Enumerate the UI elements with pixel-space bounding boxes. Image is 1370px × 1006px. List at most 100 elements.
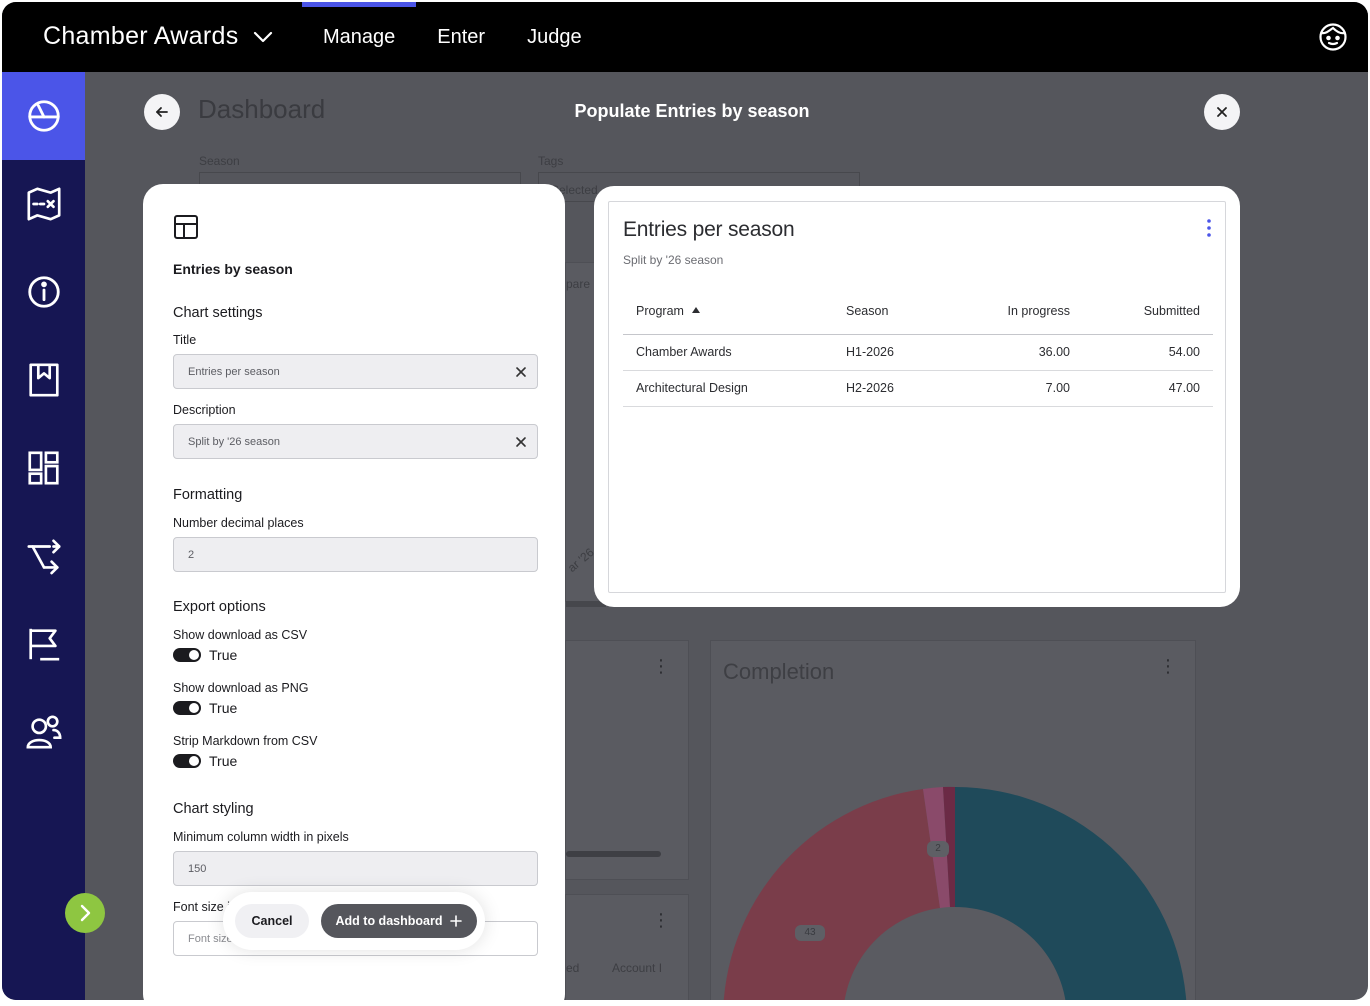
entries-table: Program Season In progress Submitted Cha… (623, 288, 1213, 407)
csv-download-toggle-row: True (173, 647, 237, 663)
sidebar-item-info[interactable] (2, 248, 85, 336)
nav-enter[interactable]: Enter (437, 25, 486, 48)
table-cell: 54.00 (1083, 334, 1213, 371)
close-modal-button[interactable] (1204, 94, 1240, 130)
font-size-placeholder: Font size (188, 932, 233, 945)
widget-title: Entries per season (623, 218, 795, 241)
program-switcher[interactable]: Chamber Awards (43, 22, 275, 51)
description-label: Description (173, 403, 236, 417)
user-avatar-icon[interactable] (1318, 22, 1348, 52)
sort-ascending-icon (691, 306, 700, 313)
table-cell: H1-2026 (833, 334, 943, 371)
flag-icon (28, 628, 59, 661)
modal-action-bar: Cancel Add to dashboard (223, 892, 485, 950)
column-header-label: Program (636, 303, 684, 318)
add-to-dashboard-button[interactable]: Add to dashboard (321, 904, 477, 938)
shuffle-icon (26, 539, 61, 575)
top-bar: Chamber Awards Manage Enter Judge (2, 2, 1368, 72)
table-icon (174, 215, 198, 239)
chart-styling-heading: Chart styling (173, 801, 254, 817)
nav-judge[interactable]: Judge (527, 25, 582, 48)
chart-preview-panel: Entries per season Split by '26 season P… (594, 186, 1240, 607)
column-header-submitted[interactable]: Submitted (1083, 288, 1213, 335)
cancel-button[interactable]: Cancel (235, 904, 309, 938)
chart-settings-heading: Chart settings (173, 305, 263, 321)
clear-icon[interactable] (513, 364, 529, 380)
info-icon (27, 276, 60, 308)
add-to-dashboard-label: Add to dashboard (335, 914, 443, 928)
close-icon (1217, 107, 1227, 117)
csv-download-toggle[interactable] (173, 648, 201, 662)
panel-heading: Entries by season (173, 261, 293, 277)
formatting-heading: Formatting (173, 487, 243, 503)
chevron-down-icon (253, 31, 272, 42)
strip-markdown-value: True (209, 753, 238, 769)
background-axis-text: ar '26 (564, 545, 597, 575)
sidebar-item-layouts[interactable] (2, 424, 85, 512)
title-label: Title (173, 333, 197, 347)
column-header-in-progress[interactable]: In progress (943, 288, 1083, 335)
background-table-card: ⋮ ed Account I (565, 894, 689, 1000)
export-options-heading: Export options (173, 599, 266, 615)
back-button[interactable] (144, 94, 180, 130)
chevron-right-icon (80, 904, 91, 922)
table-header-row: Program Season In progress Submitted (623, 288, 1213, 335)
plus-icon (450, 915, 463, 927)
description-input[interactable]: Split by '26 season (173, 424, 538, 459)
png-download-label: Show download as PNG (173, 681, 309, 695)
completion-card: Completion ⋮ 43 2 (710, 640, 1196, 1000)
chart-settings-panel: Entries by season Chart settings Title E… (143, 184, 565, 1000)
users-icon (26, 715, 61, 749)
strip-markdown-toggle[interactable] (173, 754, 201, 768)
png-download-toggle-row: True (173, 700, 237, 716)
table-cell: 7.00 (943, 370, 1083, 407)
sidebar-item-workflows[interactable] (2, 512, 85, 600)
kebab-menu-icon: ⋮ (1159, 656, 1177, 676)
sidebar-item-dashboard[interactable] (2, 72, 85, 160)
table-widget: Entries per season Split by '26 season P… (608, 201, 1226, 593)
csv-download-label: Show download as CSV (173, 628, 308, 642)
table-cell: 36.00 (943, 334, 1083, 371)
clear-icon[interactable] (513, 434, 529, 450)
program-name: Chamber Awards (43, 22, 239, 50)
background-scrollbar (566, 601, 606, 607)
decimals-label: Number decimal places (173, 516, 304, 530)
description-input-value: Split by '26 season (188, 435, 280, 448)
sidebar-item-users[interactable] (2, 688, 85, 776)
png-download-value: True (209, 700, 238, 716)
background-account-text: Account I (612, 961, 663, 975)
font-size-label: Font size i (173, 900, 230, 914)
sidebar (2, 72, 85, 1000)
kebab-menu-icon[interactable] (1205, 218, 1213, 238)
bookmark-icon (28, 363, 59, 397)
sidebar-item-map[interactable] (2, 160, 85, 248)
dashboard-gauge-icon (27, 100, 60, 132)
strip-markdown-label: Strip Markdown from CSV (173, 734, 318, 748)
background-left-card: ⋮ (565, 640, 689, 880)
map-icon (26, 187, 61, 221)
table-row: Chamber Awards H1-2026 36.00 54.00 (623, 334, 1213, 371)
background-submitted-text: ed (566, 961, 580, 975)
expand-sidebar-button[interactable] (65, 893, 105, 933)
main-nav: Manage Enter Judge (302, 2, 603, 72)
title-input[interactable]: Entries per season (173, 354, 538, 389)
table-cell: 47.00 (1083, 370, 1213, 407)
decimals-input[interactable]: 2 (173, 537, 538, 572)
column-header-program[interactable]: Program (623, 288, 833, 335)
sidebar-item-bookmarks[interactable] (2, 336, 85, 424)
table-cell: H2-2026 (833, 370, 943, 407)
table-cell: Chamber Awards (623, 334, 833, 371)
widget-description: Split by '26 season (623, 253, 724, 267)
csv-download-value: True (209, 647, 238, 663)
min-width-input[interactable]: 150 (173, 851, 538, 886)
nav-manage[interactable]: Manage (302, 2, 417, 72)
column-header-season[interactable]: Season (833, 288, 943, 335)
page-title: Dashboard (198, 94, 326, 124)
completion-title: Completion (723, 659, 835, 684)
sidebar-item-flags[interactable] (2, 600, 85, 688)
title-input-value: Entries per season (188, 365, 280, 378)
pie-data-label: 43 (795, 925, 825, 941)
strip-markdown-toggle-row: True (173, 753, 237, 769)
season-filter-label: Season (199, 154, 240, 168)
png-download-toggle[interactable] (173, 701, 201, 715)
